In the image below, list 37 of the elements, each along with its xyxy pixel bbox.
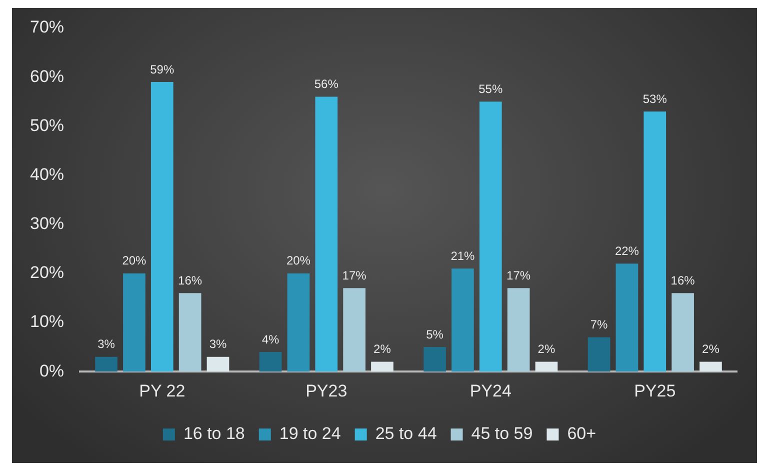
data-label: 2% <box>702 342 720 356</box>
legend-label: 45 to 59 <box>471 424 533 444</box>
legend-label: 60+ <box>567 424 596 444</box>
data-label: 3% <box>98 337 116 352</box>
data-label: 7% <box>590 318 608 332</box>
data-label: 55% <box>478 82 503 96</box>
y-tick-label: 20% <box>30 263 64 282</box>
data-label: 21% <box>450 248 476 263</box>
data-label: 3% <box>209 337 227 352</box>
y-tick-label: 0% <box>39 361 64 380</box>
data-label: 56% <box>314 77 339 92</box>
data-label: 20% <box>286 254 311 268</box>
x-tick-label: PY23 <box>306 381 348 400</box>
y-tick-label: 70% <box>30 18 64 37</box>
data-label: 5% <box>426 327 444 342</box>
y-tick-label: 50% <box>30 116 64 135</box>
data-label: 2% <box>374 342 392 356</box>
x-tick-label: PY25 <box>634 381 676 400</box>
legend-label: 19 to 24 <box>279 424 341 444</box>
y-tick-label: 30% <box>30 214 64 234</box>
legend-label: 16 to 18 <box>183 424 245 444</box>
data-label: 53% <box>642 92 668 106</box>
y-tick-label: 60% <box>30 66 64 86</box>
data-label: 17% <box>506 268 531 282</box>
y-tick-label: 10% <box>30 312 64 332</box>
data-label: 16% <box>178 273 202 288</box>
data-label: 2% <box>538 342 556 356</box>
data-label: 22% <box>614 244 640 258</box>
data-label: 16% <box>670 273 696 288</box>
data-label: 17% <box>342 268 367 282</box>
data-label: 20% <box>122 254 147 268</box>
y-tick-label: 40% <box>30 164 64 184</box>
x-tick-label: PY 22 <box>139 381 186 400</box>
x-tick-label: PY24 <box>470 381 512 400</box>
data-label: 4% <box>262 332 280 346</box>
legend-label: 25 to 44 <box>375 424 437 444</box>
data-label: 59% <box>150 62 174 76</box>
